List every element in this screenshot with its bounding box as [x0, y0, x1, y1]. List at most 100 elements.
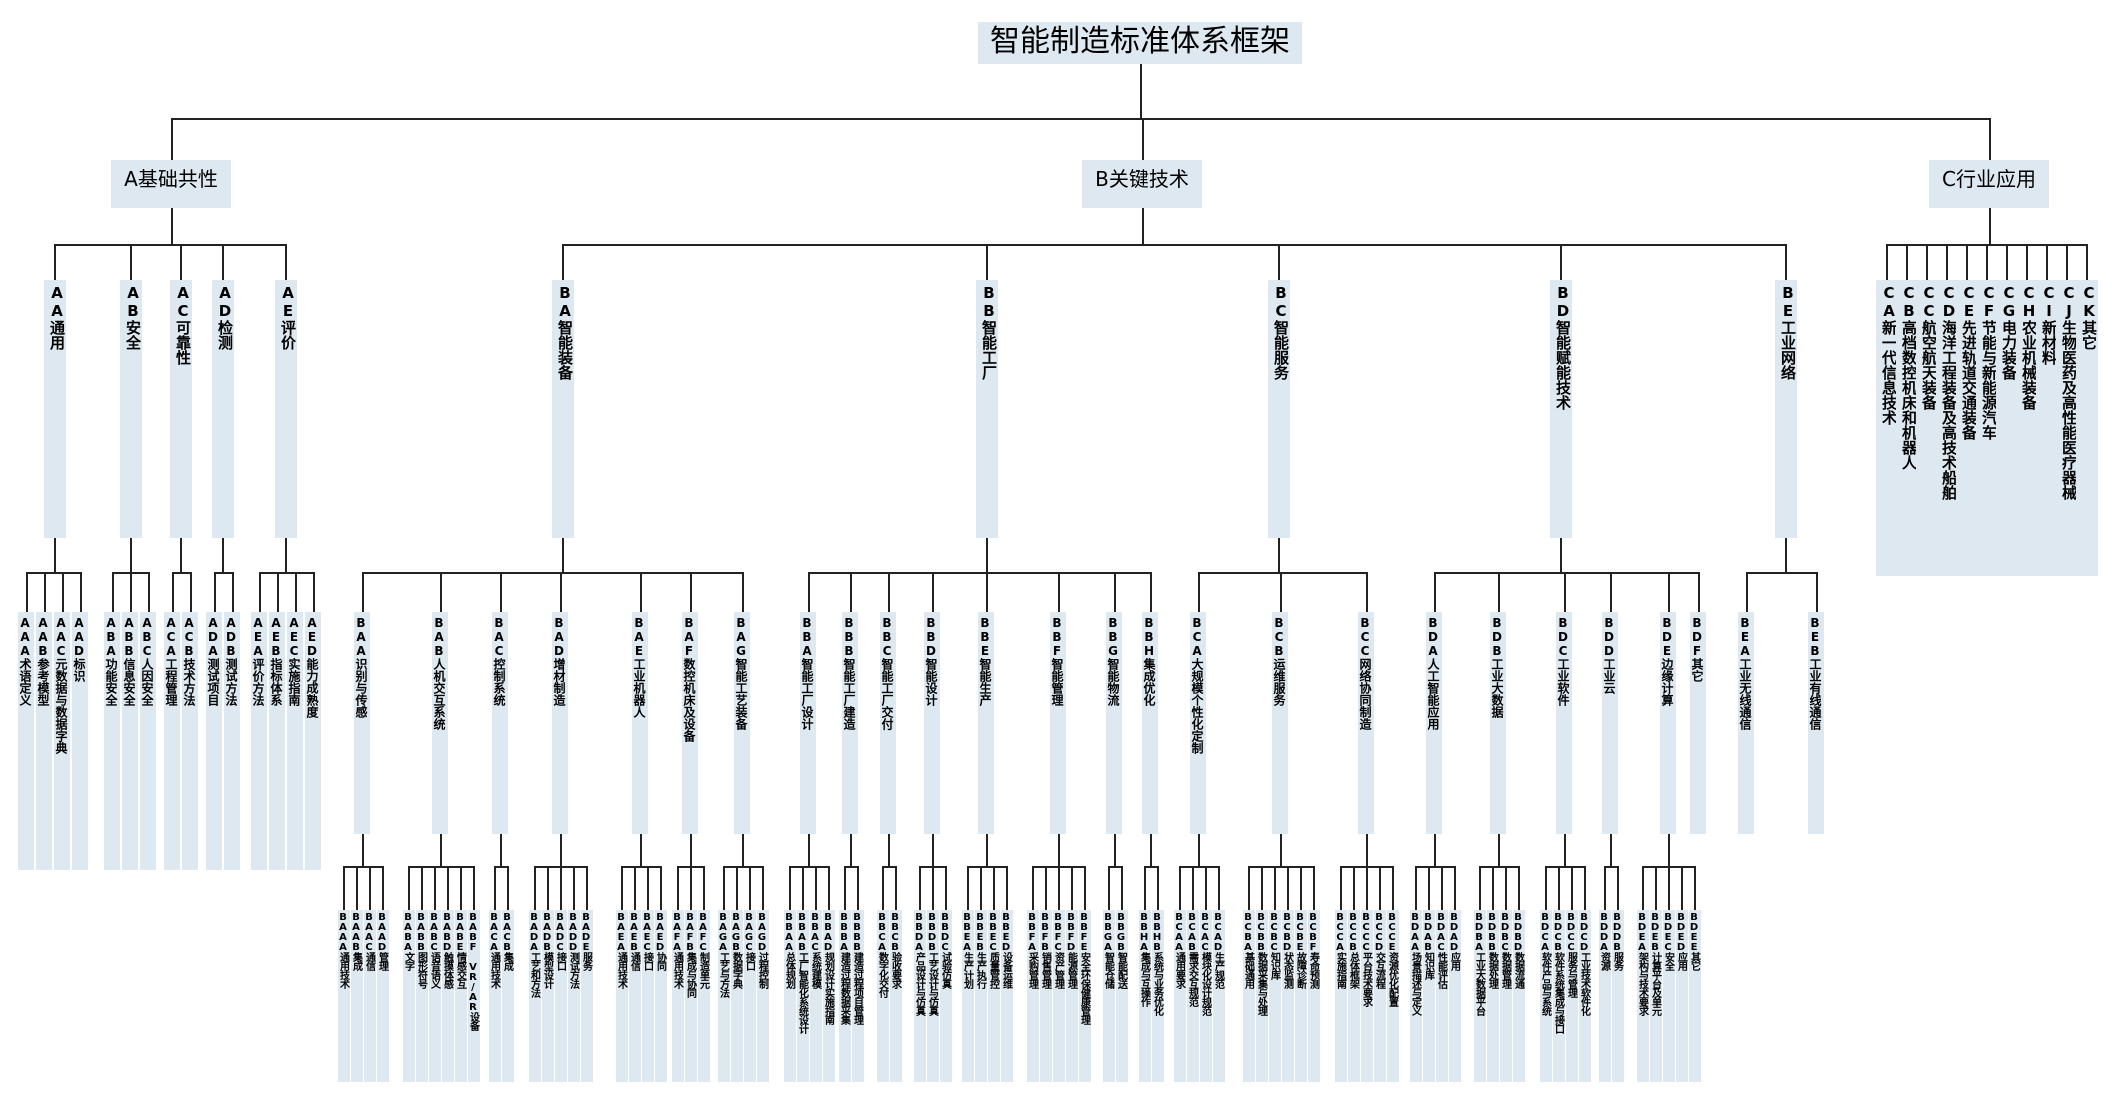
node-BCAC模块化设计规范: BCAC模块化设计规范: [1199, 910, 1212, 1082]
connector-line: [1108, 866, 1110, 910]
connector-line: [1287, 866, 1289, 910]
connector-line: [440, 572, 442, 612]
connector-line: [660, 866, 662, 910]
node-BABD触摸体感: BABD触摸体感: [441, 910, 454, 1082]
connector-line: [844, 866, 859, 868]
connector-line: [1694, 866, 1696, 910]
node-BBFD能源管理: BBFD能源管理: [1065, 910, 1078, 1082]
node-BD智能赋能技术: BD智能赋能技术: [1550, 280, 1572, 538]
connector-line: [1610, 834, 1612, 866]
node-BCBE故障诊断: BCBE故障诊断: [1294, 910, 1307, 1082]
node-BBEB生产执行: BBEB生产执行: [974, 910, 987, 1082]
connector-line: [1454, 866, 1456, 910]
connector-line: [1353, 866, 1355, 910]
connector-line: [1698, 572, 1700, 612]
node-AE评价: AE评价: [275, 280, 297, 538]
connector-line: [857, 866, 859, 910]
node-ABC人因安全: ABC人因安全: [140, 612, 156, 870]
connector-line: [736, 866, 738, 910]
node-BCB运维服务: BCB运维服务: [1272, 612, 1288, 834]
connector-line: [1058, 834, 1060, 866]
connector-line: [1584, 866, 1586, 910]
connector-line: [1379, 866, 1381, 910]
node-BAAD管理: BAAD管理: [376, 910, 389, 1082]
connector-line: [44, 572, 46, 612]
node-AEB指标体系: AEB指标体系: [269, 612, 285, 870]
node-BBFC资产管理: BBFC资产管理: [1052, 910, 1065, 1082]
connector-line: [190, 572, 192, 612]
node-CJ生物医药及高性能医疗器械: CJ生物医药及高性能医疗器械: [2056, 280, 2078, 576]
node-BCBC知识库: BCBC知识库: [1268, 910, 1281, 1082]
connector-line: [2006, 244, 2008, 280]
node-BCCB总体框架: BCCB总体框架: [1347, 910, 1360, 1082]
connector-line: [1479, 866, 1520, 868]
connector-line: [362, 572, 364, 612]
connector-line: [2046, 244, 2048, 280]
connector-line: [828, 866, 830, 910]
connector-line: [1545, 866, 1586, 868]
connector-line: [850, 572, 852, 612]
node-AAC元数据与数据字典: AAC元数据与数据字典: [54, 612, 70, 870]
connector-line: [285, 538, 287, 572]
node-BAAC通信: BAAC通信: [363, 910, 376, 1082]
connector-line: [1192, 866, 1194, 910]
connector-line: [408, 866, 410, 910]
connector-line: [1248, 866, 1315, 868]
node-BAGC接口: BAGC接口: [743, 910, 756, 1082]
node-AD检测: AD检测: [212, 280, 234, 538]
connector-line: [1681, 866, 1683, 910]
connector-line: [1114, 834, 1116, 866]
connector-line: [690, 572, 692, 612]
connector-line: [560, 834, 562, 866]
connector-line: [1300, 866, 1302, 910]
node-BBED设备运维: BBED设备运维: [1000, 910, 1013, 1082]
connector-line: [1006, 866, 1008, 910]
node-BAFA通用技术: BAFA通用技术: [671, 910, 684, 1082]
connector-line: [640, 834, 642, 866]
connector-line: [1560, 244, 1562, 280]
connector-line: [1045, 866, 1047, 910]
connector-line: [986, 244, 988, 280]
node-BBFB销售管理: BBFB销售管理: [1039, 910, 1052, 1082]
connector-line: [762, 866, 764, 910]
connector-line: [1179, 866, 1181, 910]
connector-line: [808, 572, 1152, 574]
connector-line: [1989, 208, 1991, 244]
node-ABA功能安全: ABA功能安全: [104, 612, 120, 870]
connector-line: [1114, 572, 1116, 612]
node-BBBB建造过程项目管理: BBBB建造过程项目管理: [851, 910, 864, 1082]
connector-line: [1498, 834, 1500, 866]
connector-line: [1278, 244, 1280, 280]
connector-line: [562, 538, 564, 572]
node-BACA通用技术: BACA通用技术: [488, 910, 501, 1082]
node-BADC接口: BADC接口: [554, 910, 567, 1082]
connector-line: [1668, 866, 1670, 910]
connector-line: [1989, 118, 1991, 160]
node-BBFE安全环保健康管理: BBFE安全环保健康管理: [1078, 910, 1091, 1082]
connector-line: [1441, 866, 1443, 910]
connector-line: [343, 866, 384, 868]
connector-line: [1108, 866, 1123, 868]
connector-line: [447, 866, 449, 910]
connector-line: [1434, 572, 1436, 612]
node-AAA术语定义: AAA术语定义: [18, 612, 34, 870]
node-BADD测试方法: BADD测试方法: [567, 910, 580, 1082]
connector-line: [1428, 866, 1430, 910]
connector-line: [560, 572, 562, 612]
node-BABC语音语义: BABC语音语义: [428, 910, 441, 1082]
connector-line: [967, 866, 969, 910]
node-CA新一代信息技术: CA新一代信息技术: [1876, 280, 1898, 576]
node-BDA人工智能应用: BDA人工智能应用: [1426, 612, 1442, 834]
connector-line: [802, 866, 804, 910]
node-BCC网络协同制造: BCC网络协同制造: [1358, 612, 1374, 834]
node-ACB技术方法: ACB技术方法: [182, 612, 198, 870]
connector-line: [1121, 866, 1123, 910]
connector-line: [1966, 244, 1968, 280]
category-A: A基础共性: [111, 160, 231, 208]
node-CB高档数控机床和机器人: CB高档数控机床和机器人: [1896, 280, 1918, 576]
connector-line: [171, 208, 173, 244]
node-ADA测试项目: ADA测试项目: [206, 612, 222, 870]
connector-line: [723, 866, 764, 868]
connector-line: [1610, 572, 1612, 612]
